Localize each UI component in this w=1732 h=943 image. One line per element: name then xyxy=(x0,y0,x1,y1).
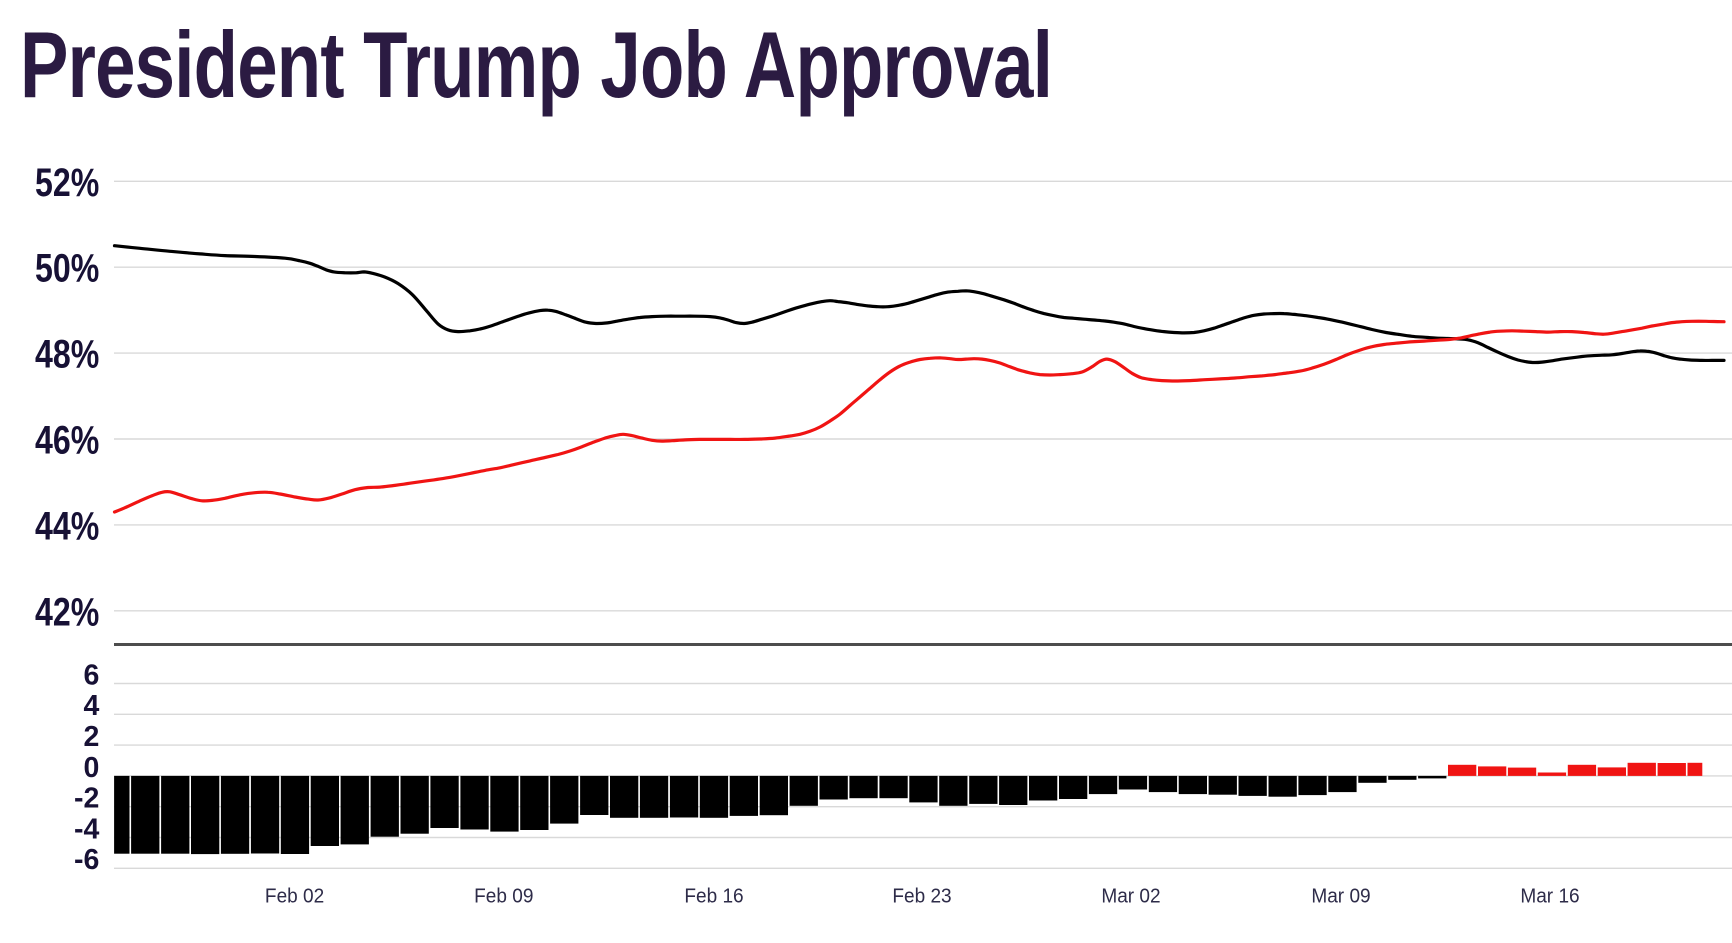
svg-text:Mar 09: Mar 09 xyxy=(1311,885,1370,908)
svg-text:48%: 48% xyxy=(35,331,99,376)
svg-text:Feb 23: Feb 23 xyxy=(892,885,951,908)
svg-text:0: 0 xyxy=(83,752,99,784)
svg-text:-2: -2 xyxy=(74,783,99,815)
svg-text:-4: -4 xyxy=(74,813,99,845)
svg-text:Feb 09: Feb 09 xyxy=(474,885,533,908)
svg-text:46%: 46% xyxy=(35,417,99,462)
svg-text:52%: 52% xyxy=(35,160,99,205)
svg-text:44%: 44% xyxy=(35,503,99,548)
svg-text:2: 2 xyxy=(83,721,99,753)
svg-text:6: 6 xyxy=(83,659,99,691)
svg-text:Feb 02: Feb 02 xyxy=(265,885,324,908)
svg-text:Mar 16: Mar 16 xyxy=(1520,885,1579,908)
svg-text:-6: -6 xyxy=(74,844,99,876)
svg-text:50%: 50% xyxy=(35,246,99,291)
svg-text:4: 4 xyxy=(83,690,99,722)
svg-text:42%: 42% xyxy=(35,589,99,634)
svg-text:Mar 02: Mar 02 xyxy=(1101,885,1160,908)
svg-text:Feb 16: Feb 16 xyxy=(684,885,743,908)
